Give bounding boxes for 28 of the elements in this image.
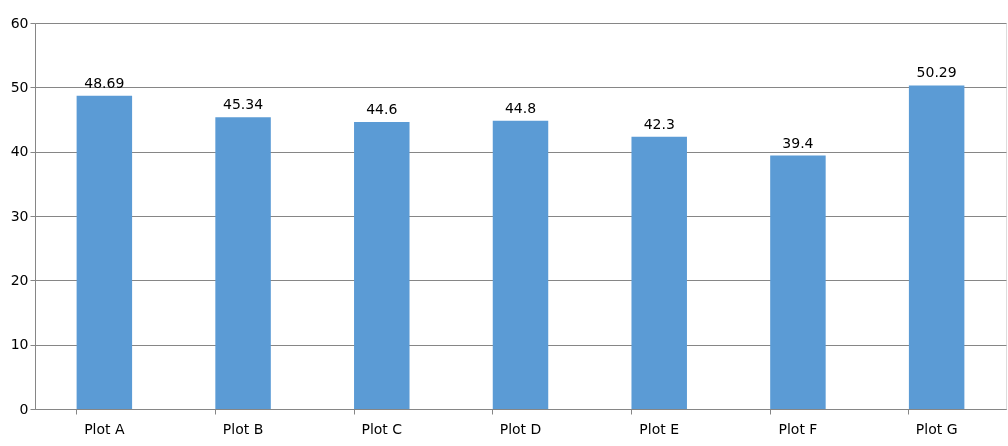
bar [631,136,687,409]
data-label: 42.3 [643,115,675,132]
data-label: 39.4 [782,134,814,151]
x-tick-label: Plot E [639,420,680,437]
y-tick-label: 40 [10,143,29,160]
y-tick-label: 10 [10,336,29,353]
y-tick-label: 20 [10,271,29,288]
bar [215,117,271,409]
bar [76,95,133,409]
data-label: 45.34 [223,96,264,113]
bar [492,120,549,409]
y-tick-label: 50 [10,78,29,95]
x-tick-label: Plot D [499,420,542,437]
bar [908,85,965,409]
x-tick-label: Plot G [915,420,958,437]
x-tick-label: Plot B [222,420,264,437]
x-tick-label: Plot F [778,420,818,437]
data-label: 48.69 [84,74,125,91]
y-tick-label: 60 [10,14,29,31]
y-tick-label: 0 [19,400,29,417]
data-label: 44.6 [366,101,398,118]
x-tick-label: Plot A [84,420,125,437]
bar [770,155,826,409]
data-label: 50.29 [916,64,957,81]
bar [354,122,410,409]
x-tick-label: Plot C [361,420,403,437]
data-label: 44.8 [504,99,537,116]
y-tick-label: 30 [10,207,29,224]
